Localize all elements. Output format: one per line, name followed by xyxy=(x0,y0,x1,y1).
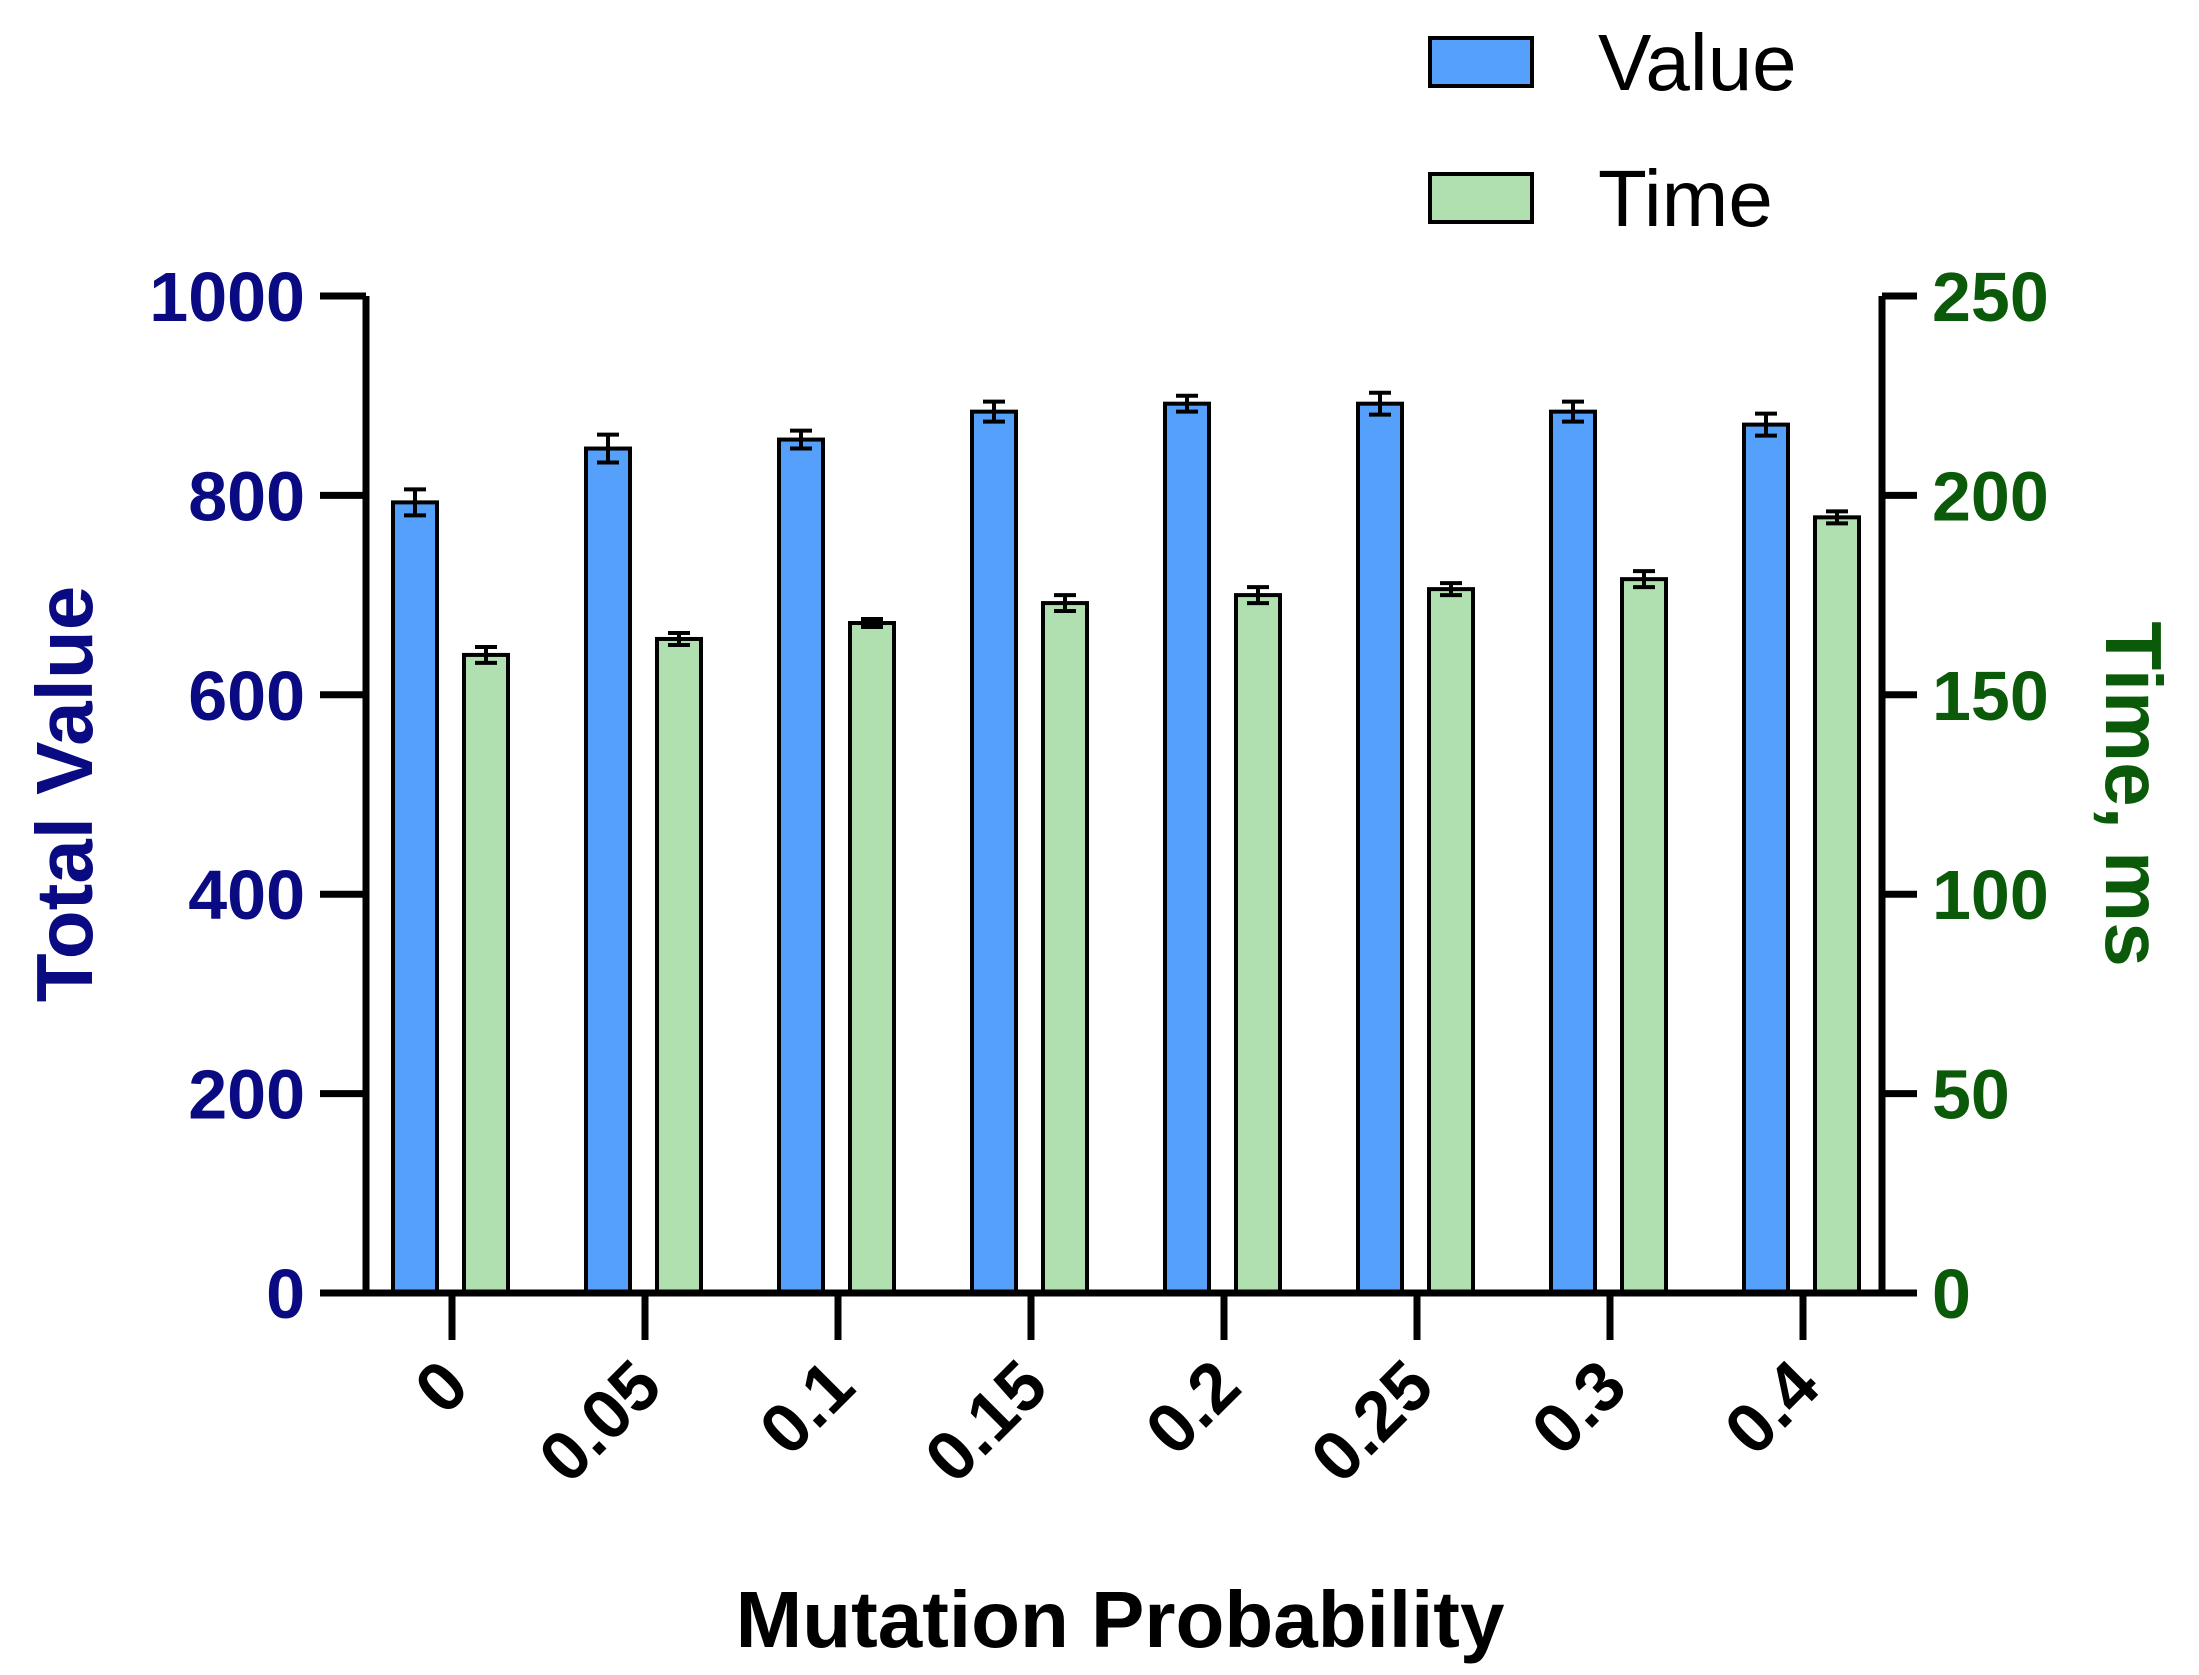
left-axis-ticks: 0 200 400 600 800 1000 xyxy=(149,258,366,1333)
x-axis-title: Mutation Probability xyxy=(736,1575,1505,1664)
legend: Value Time xyxy=(1428,18,1797,243)
error-bar-time-0 xyxy=(475,644,497,665)
x-tick-label: 0.25 xyxy=(1296,1345,1447,1496)
error-bars xyxy=(404,390,1848,665)
right-tick-label: 0 xyxy=(1932,1255,1971,1333)
bar-time-5 xyxy=(1427,587,1475,1295)
bar-time-2 xyxy=(848,621,896,1295)
error-bar-value-5 xyxy=(1369,390,1391,417)
x-axis-ticks: 0 0.05 0.1 0.15 0.2 0.25 0.3 0.4 xyxy=(400,1293,1834,1497)
axes xyxy=(320,296,1917,1297)
legend-label-value: Value xyxy=(1598,18,1797,107)
error-bar-time-5 xyxy=(1440,581,1462,598)
right-tick-label: 200 xyxy=(1932,457,2049,535)
error-bar-value-6 xyxy=(1562,399,1584,424)
bar-time-3 xyxy=(1041,601,1089,1295)
legend-label-time: Time xyxy=(1598,154,1773,243)
right-tick-label: 100 xyxy=(1932,856,2049,934)
bar-value-6 xyxy=(1549,409,1597,1296)
left-tick-label: 1000 xyxy=(149,258,305,336)
error-bar-value-1 xyxy=(597,432,619,465)
error-bar-time-4 xyxy=(1247,585,1269,606)
bar-time-1 xyxy=(655,636,703,1295)
y-axis-title: Total Value xyxy=(20,586,109,1002)
y2-axis-title: Time, ms xyxy=(2089,621,2178,966)
bar-time-4 xyxy=(1234,593,1282,1295)
bar-time-0 xyxy=(462,652,510,1295)
x-tick-label: 0.4 xyxy=(1710,1345,1834,1469)
bar-value-2 xyxy=(777,437,825,1295)
x-tick-label: 0 xyxy=(400,1345,483,1428)
left-tick-label: 400 xyxy=(188,856,305,934)
error-bar-value-2 xyxy=(790,428,812,451)
error-bar-value-7 xyxy=(1755,411,1777,438)
x-tick-label: 0.3 xyxy=(1517,1345,1641,1469)
bar-time-6 xyxy=(1620,577,1668,1295)
bar-time-7 xyxy=(1813,515,1861,1295)
bar-value-4 xyxy=(1163,401,1211,1295)
right-tick-label: 50 xyxy=(1932,1056,2010,1134)
right-axis-ticks: 0 50 100 150 200 250 xyxy=(1882,258,2049,1333)
left-tick-label: 200 xyxy=(188,1056,305,1134)
error-bar-value-3 xyxy=(983,399,1005,424)
error-bar-value-4 xyxy=(1176,393,1198,414)
x-tick-label: 0.2 xyxy=(1131,1345,1255,1469)
bar-value-7 xyxy=(1742,422,1790,1296)
error-bar-time-2 xyxy=(861,617,883,630)
x-tick-label: 0.1 xyxy=(745,1345,869,1469)
legend-swatch-value xyxy=(1428,36,1534,88)
bar-value-1 xyxy=(584,446,632,1295)
error-bar-time-1 xyxy=(668,630,690,647)
right-tick-label: 250 xyxy=(1932,258,2049,336)
error-bar-time-3 xyxy=(1054,593,1076,614)
left-tick-label: 800 xyxy=(188,457,305,535)
bars xyxy=(391,401,1861,1296)
right-tick-label: 150 xyxy=(1932,657,2049,735)
error-bar-value-0 xyxy=(404,487,426,518)
bar-value-3 xyxy=(970,409,1018,1296)
bar-value-0 xyxy=(391,500,439,1295)
left-tick-label: 0 xyxy=(266,1255,305,1333)
error-bar-time-6 xyxy=(1633,569,1655,590)
bar-value-5 xyxy=(1356,401,1404,1295)
x-tick-label: 0.15 xyxy=(910,1345,1061,1496)
legend-swatch-time xyxy=(1428,172,1534,224)
left-tick-label: 600 xyxy=(188,657,305,735)
x-tick-label: 0.05 xyxy=(524,1345,675,1496)
error-bar-time-7 xyxy=(1826,509,1848,526)
